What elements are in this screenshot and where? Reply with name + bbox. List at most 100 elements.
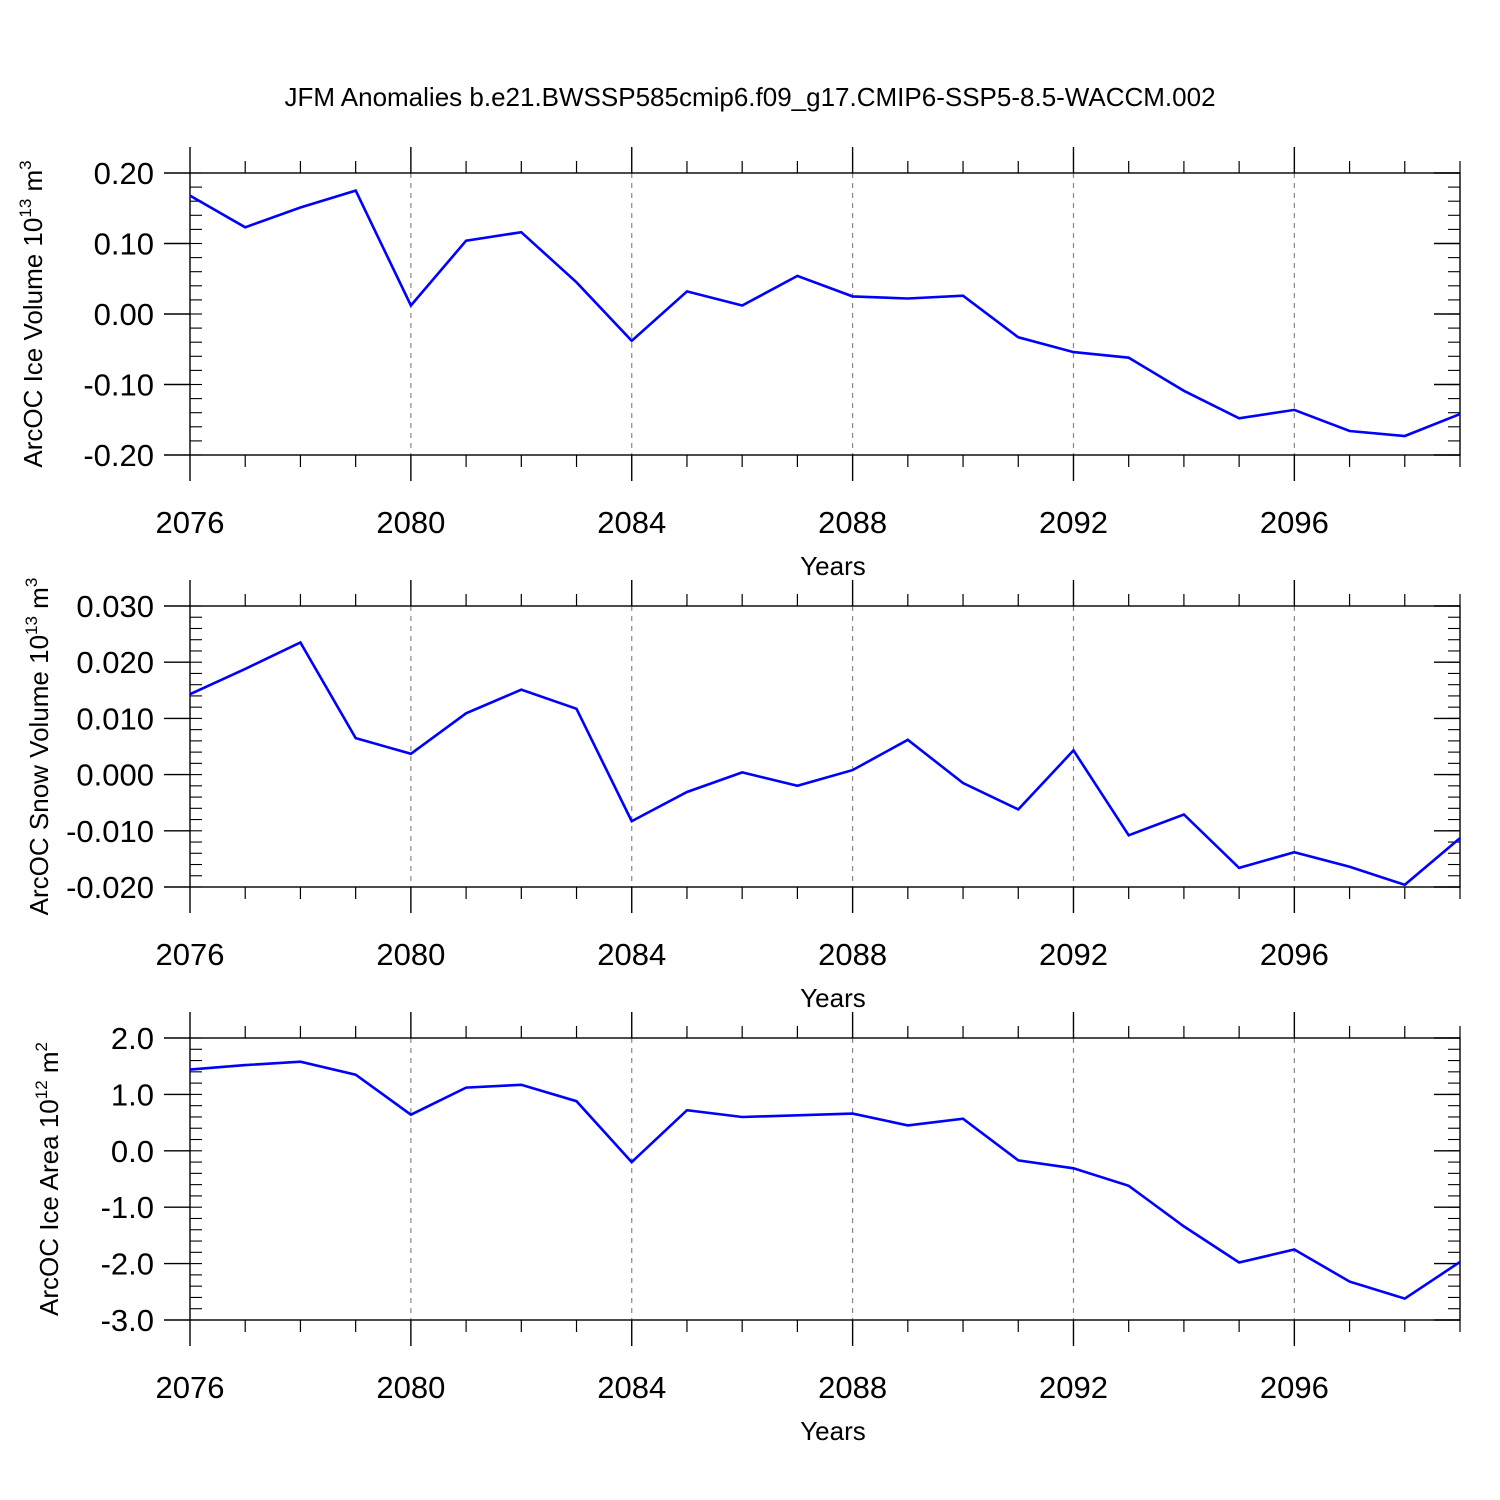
data-point (741, 304, 744, 307)
data-point (465, 1086, 468, 1089)
data-point (465, 239, 468, 242)
data-point (410, 304, 413, 307)
data-point (1293, 1248, 1296, 1251)
y-tick-label: -2.0 (101, 1247, 154, 1282)
data-point (299, 206, 302, 209)
x-axis-label: Years (800, 983, 866, 1013)
data-point (1403, 1297, 1406, 1300)
data-point (741, 771, 744, 774)
data-point (1293, 409, 1296, 412)
data-point (1183, 1225, 1186, 1228)
data-point (189, 194, 192, 197)
data-point (1072, 351, 1075, 354)
data-point (1127, 834, 1130, 837)
x-tick-label: 2096 (1260, 937, 1329, 972)
x-axis-label: Years (800, 1416, 866, 1446)
data-point (686, 1109, 689, 1112)
data-point (686, 791, 689, 794)
data-point (244, 668, 247, 671)
x-tick-label: 2088 (818, 1370, 887, 1405)
data-point (575, 281, 578, 284)
data-point (354, 1073, 357, 1076)
data-point (1403, 883, 1406, 886)
data-point (741, 1116, 744, 1119)
x-tick-label: 2092 (1039, 1370, 1108, 1405)
data-point (1459, 837, 1462, 840)
y-tick-label: 1.0 (111, 1077, 154, 1112)
data-point (1238, 417, 1241, 420)
y-tick-label: 0.00 (94, 297, 154, 332)
chart-title: JFM Anomalies b.e21.BWSSP585cmip6.f09_g1… (284, 82, 1215, 112)
data-point (962, 294, 965, 297)
y-tick-label: 0.10 (94, 227, 154, 262)
data-point (354, 737, 357, 740)
y-tick-label: -0.20 (83, 438, 154, 473)
y-axis-label: ArcOC Snow Volume 1013 m3 (22, 578, 54, 916)
x-tick-label: 2084 (597, 505, 666, 540)
x-tick-label: 2092 (1039, 505, 1108, 540)
data-point (962, 1117, 965, 1120)
data-point (244, 1064, 247, 1067)
data-point (1183, 390, 1186, 393)
x-tick-label: 2080 (376, 505, 445, 540)
data-point (907, 297, 910, 300)
y-tick-label: 0.0 (111, 1134, 154, 1169)
x-axis-label: Years (800, 551, 866, 581)
data-point (410, 753, 413, 756)
x-tick-label: 2080 (376, 1370, 445, 1405)
y-tick-label: -1.0 (101, 1190, 154, 1225)
data-point (189, 1068, 192, 1071)
y-tick-label: -0.020 (66, 870, 154, 905)
data-point (1017, 1159, 1020, 1162)
data-point (299, 641, 302, 644)
series-line (189, 640, 1461, 887)
x-tick-label: 2076 (156, 505, 225, 540)
data-point (520, 1084, 523, 1087)
data-point (630, 339, 633, 342)
data-point (1348, 1280, 1351, 1283)
panels: -0.20 -0.10 0.00 0.10 0.20 2076 2080 2084 2088 20… (16, 147, 1461, 1446)
data-point (1238, 1261, 1241, 1264)
series-line (189, 1060, 1461, 1301)
x-tick-label: 2084 (597, 937, 666, 972)
data-point (299, 1060, 302, 1063)
data-point (244, 226, 247, 229)
data-point (1459, 413, 1462, 416)
x-tick-label: 2088 (818, 505, 887, 540)
x-tick-label: 2088 (818, 937, 887, 972)
data-point (354, 189, 357, 192)
panel-3: -3.0 -2.0 -1.0 0.0 1.0 2.0 2076 2080 2084 2088 209… (32, 1012, 1461, 1446)
x-tick-label: 2080 (376, 937, 445, 972)
series-line (189, 189, 1461, 438)
y-axis-label: ArcOC Ice Volume 1013 m3 (16, 160, 48, 467)
data-point (1348, 865, 1351, 868)
panel-2: -0.020 -0.010 0.000 0.010 0.020 0.030 2076 2080… (22, 578, 1461, 1013)
data-point (1459, 1261, 1462, 1264)
y-tick-label: -3.0 (101, 1303, 154, 1338)
data-point (520, 231, 523, 234)
data-point (1183, 813, 1186, 816)
data-point (1017, 808, 1020, 811)
data-point (851, 1112, 854, 1115)
data-point (962, 782, 965, 785)
data-point (630, 820, 633, 823)
data-point (1017, 336, 1020, 339)
y-tick-label: 0.030 (76, 589, 154, 624)
data-point (796, 275, 799, 278)
data-point (796, 1114, 799, 1117)
data-point (1072, 1167, 1075, 1170)
y-axis-label: ArcOC Ice Area 1012 m2 (32, 1042, 64, 1316)
data-point (851, 769, 854, 772)
data-point (1127, 1184, 1130, 1187)
data-point (520, 688, 523, 691)
data-point (907, 1124, 910, 1127)
data-point (1403, 435, 1406, 438)
x-tick-label: 2096 (1260, 505, 1329, 540)
data-point (851, 295, 854, 298)
data-point (686, 290, 689, 293)
plot-frame (189, 1037, 1461, 1321)
data-point (630, 1161, 633, 1164)
y-tick-label: -0.10 (83, 368, 154, 403)
